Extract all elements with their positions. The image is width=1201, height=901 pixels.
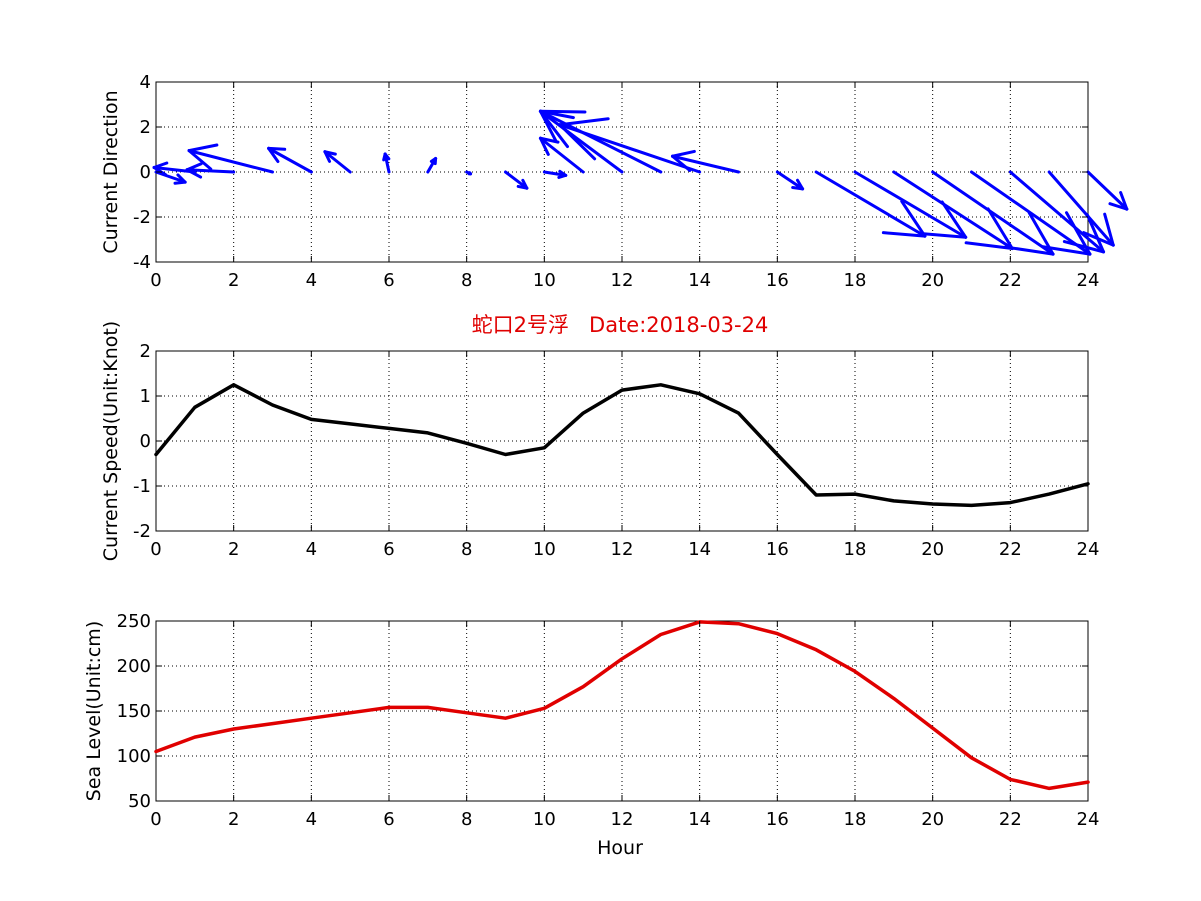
x-tick-label: 2 [228,270,239,291]
x-tick-label: 6 [383,809,394,830]
x-tick-label: 18 [844,809,867,830]
x-tick-label: 22 [999,270,1022,291]
current-speed-series [154,383,1090,508]
x-tick-label: 2 [228,809,239,830]
x-tick-label: 16 [766,539,789,560]
x-tick-label: 4 [306,809,317,830]
x-tick-label: 4 [306,539,317,560]
x-tick-label: 20 [921,270,944,291]
direction-vector [504,170,529,190]
x-tick-label: 0 [150,809,161,830]
y-tick-label: 50 [128,791,151,812]
direction-vector [426,157,438,174]
y-tick-label: -1 [133,476,151,497]
y-tick-label: -4 [133,252,151,273]
current-direction-ylabel: Current Direction [100,90,122,253]
direction-vector [558,117,702,174]
x-tick-label: 14 [688,809,711,830]
x-tick-label: 8 [461,539,472,560]
sea-level-grid [156,621,1088,801]
direction-vector [185,162,236,179]
direction-vector [1047,170,1115,247]
x-tick-label: 10 [533,270,556,291]
direction-vector [775,170,805,191]
x-tick-label: 14 [688,270,711,291]
y-tick-label: 100 [117,746,151,767]
current-speed-ylabel: Current Speed(Unit:Knot) [100,321,122,561]
direction-vector [154,170,187,185]
x-tick-label: 14 [688,539,711,560]
x-tick-label: 12 [611,809,634,830]
x-tick-label: 10 [533,539,556,560]
y-tick-label: 2 [140,341,151,362]
x-tick-label: 8 [461,809,472,830]
x-tick-label: 24 [1077,539,1100,560]
x-tick-label: 22 [999,539,1022,560]
direction-vector [267,146,313,174]
x-tick-label: 2 [228,539,239,560]
sealevel-series-line [154,620,1090,791]
x-tick-label: 20 [921,539,944,560]
y-tick-label: -2 [133,521,151,542]
sea-level-series [154,620,1090,791]
direction-vector [382,152,391,174]
x-tick-label: 16 [766,809,789,830]
direction-vector [670,149,740,174]
x-tick-label: 24 [1077,809,1100,830]
x-tick-label: 18 [844,539,867,560]
x-tick-label: 6 [383,539,394,560]
y-tick-label: 250 [117,611,151,632]
current-speed-grid [156,351,1088,531]
x-tick-label: 24 [1077,270,1100,291]
sea-level-ylabel: Sea Level(Unit:cm) [83,621,105,801]
x-tick-label: 4 [306,270,317,291]
x-tick-label: 12 [611,270,634,291]
direction-vector [538,109,663,174]
x-tick-label: 12 [611,539,634,560]
x-tick-label: 0 [150,539,161,560]
x-tick-label: 22 [999,809,1022,830]
y-tick-label: 2 [140,117,151,138]
direction-vector [814,170,927,238]
y-tick-label: 0 [140,431,151,452]
x-tick-label: 6 [383,270,394,291]
direction-vector [465,170,473,176]
direction-vector [323,150,352,174]
sea-level-xlabel: Hour [597,837,643,859]
x-tick-label: 20 [921,809,944,830]
direction-vector [1086,170,1129,211]
direction-vector [542,169,568,179]
y-tick-label: 4 [140,72,151,93]
y-tick-label: 0 [140,162,151,183]
y-tick-label: -2 [133,207,151,228]
direction-vector [1008,170,1106,254]
y-tick-label: 200 [117,656,151,677]
x-tick-label: 10 [533,809,556,830]
current-direction-vectors [152,109,1129,256]
direction-vector [187,143,274,174]
x-tick-label: 18 [844,270,867,291]
y-tick-label: 1 [140,386,151,407]
direction-vector [853,170,968,239]
speed-series-line [154,383,1090,508]
x-tick-label: 0 [150,270,161,291]
chart-title: 蛇口2号浮 Date:2018-03-24 [472,313,769,337]
y-tick-label: 150 [117,701,151,722]
x-tick-label: 8 [461,270,472,291]
x-tick-label: 16 [766,270,789,291]
